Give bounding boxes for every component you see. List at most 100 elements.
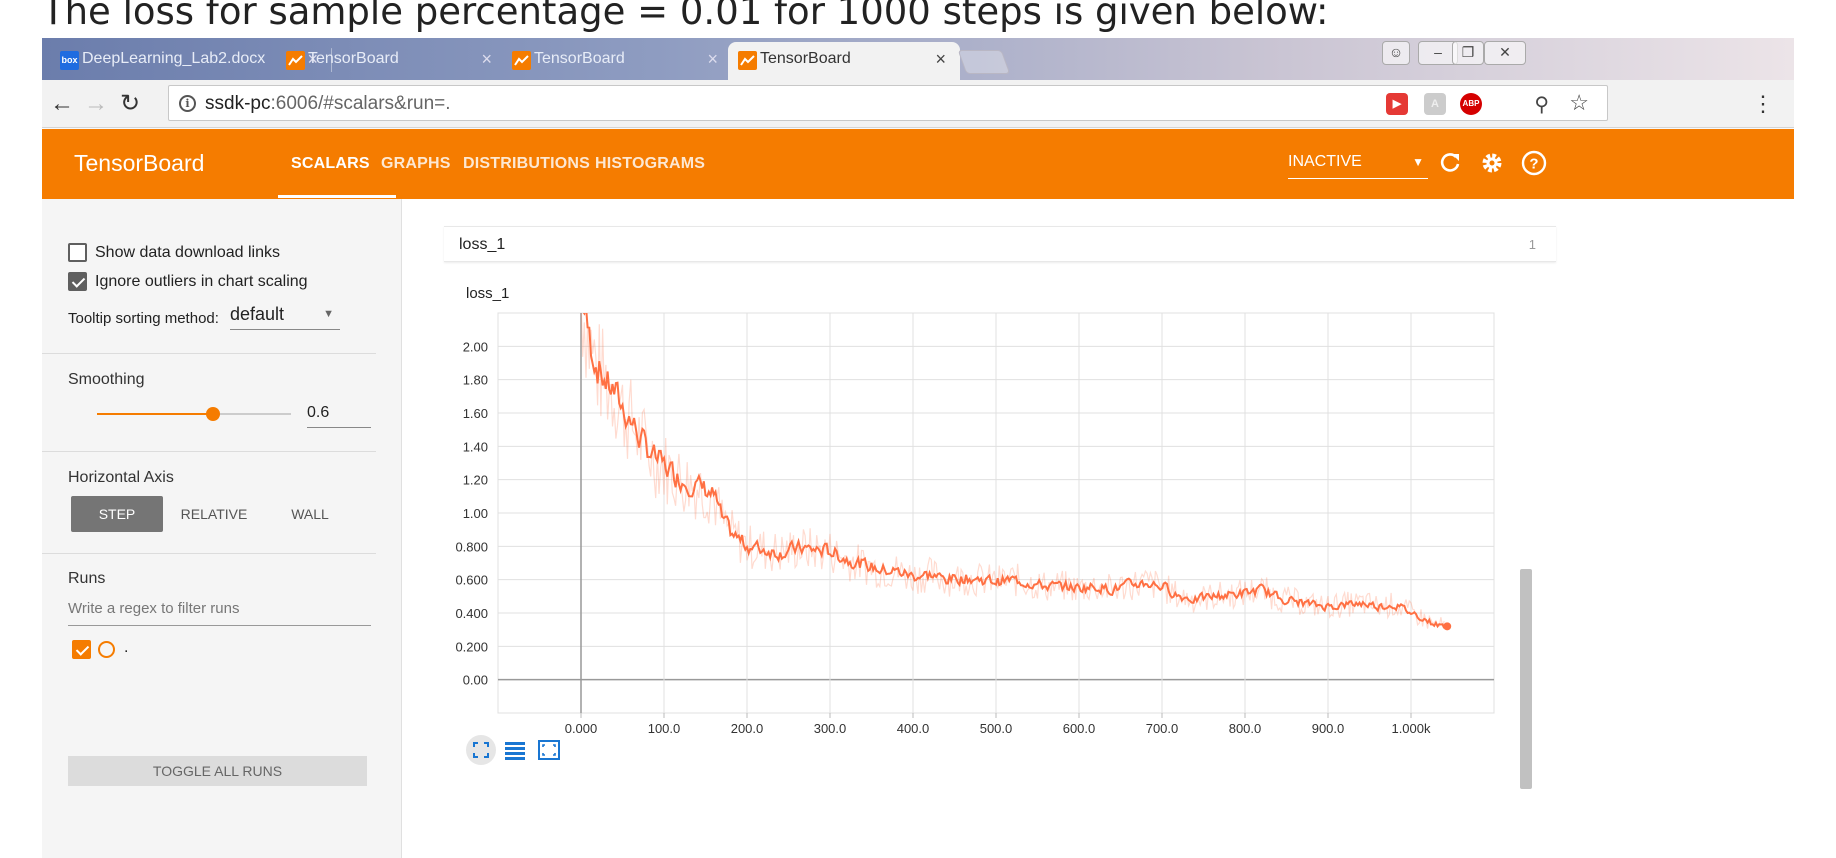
close-icon[interactable]: × [935, 49, 946, 69]
tab-title: DeepLearning_Lab2.docx [82, 50, 266, 67]
info-icon[interactable]: i [179, 95, 196, 112]
tab-title: TensorBoard [308, 50, 399, 67]
url-text[interactable]: ssdk-pc:6006/#scalars&run=. [205, 93, 451, 114]
close-window-button[interactable]: ✕ [1484, 41, 1526, 65]
y-tick-label: 1.40 [463, 439, 488, 454]
back-icon[interactable]: ← [50, 90, 74, 117]
y-tick-label: 2.00 [463, 339, 488, 354]
address-bar-row: ← → ↻ i ssdk-pc:6006/#scalars&run=. ⚲ ☆ … [42, 80, 1794, 128]
tab-tensorboard-2[interactable]: TensorBoard × [502, 42, 732, 80]
tooltip-sorting-label: Tooltip sorting method: [68, 310, 219, 327]
new-tab-button[interactable] [957, 50, 1011, 74]
close-icon[interactable]: × [481, 49, 492, 69]
profile-icon[interactable]: ☺ [1382, 41, 1410, 65]
browser-window: box DeepLearning_Lab2.docx × TensorBoard… [42, 38, 1794, 858]
raw-series-line [580, 313, 1445, 629]
x-tick-label: 100.0 [648, 721, 681, 736]
tab-graphs[interactable]: GRAPHS [381, 155, 451, 172]
x-tick-label: 400.0 [897, 721, 930, 736]
run-checkbox[interactable] [72, 640, 91, 659]
tensorboard-icon [512, 51, 531, 70]
tab-histograms[interactable]: HISTOGRAMS [595, 155, 706, 172]
close-icon[interactable]: × [307, 49, 318, 69]
tooltip-sorting-dropdown[interactable]: default ▼ [230, 304, 340, 330]
fit-domain-icon[interactable] [466, 735, 496, 765]
show-download-links-checkbox[interactable] [68, 243, 87, 262]
refresh-icon[interactable] [1436, 149, 1464, 177]
smoothing-slider-knob[interactable] [206, 407, 221, 421]
run-name: . [124, 639, 129, 656]
x-tick-label: 700.0 [1146, 721, 1179, 736]
plugin-selector-value: INACTIVE [1288, 153, 1362, 170]
smoothing-section: Smoothing 0.6 [42, 354, 376, 452]
tab-scalars[interactable]: SCALARS [291, 155, 370, 172]
document-caption: The loss for sample percentage = 0.01 fo… [42, 0, 1329, 33]
tag-group-header[interactable]: loss_1 1 [444, 226, 1556, 262]
scalars-main-pane: loss_1 1 loss_1 0.00 0.200 0.400 0.600 0.800… [402, 199, 1794, 858]
tag-group-count: 1 [1528, 237, 1536, 252]
close-icon[interactable]: × [707, 49, 718, 69]
x-tick-label: 900.0 [1312, 721, 1345, 736]
smoothing-label: Smoothing [68, 371, 145, 388]
help-icon[interactable]: ? [1520, 149, 1548, 177]
x-tick-label: 600.0 [1063, 721, 1096, 736]
minimize-button[interactable]: – [1418, 41, 1458, 65]
page-scrollbar[interactable] [1520, 569, 1532, 789]
smoothing-slider-fill [97, 413, 214, 415]
bookmark-star-icon[interactable]: ☆ [1569, 90, 1589, 115]
loss-chart[interactable]: 0.00 0.200 0.400 0.600 0.800 1.00 1.20 1.40 1.60… [402, 199, 1552, 739]
x-tick-label: 500.0 [980, 721, 1013, 736]
settings-gear-icon[interactable] [1478, 149, 1506, 177]
tab-title: TensorBoard [760, 50, 851, 67]
active-tab-indicator [278, 195, 396, 198]
smoothed-series-line [582, 313, 1446, 629]
y-tick-label: 0.400 [455, 606, 488, 621]
ignore-outliers-checkbox[interactable] [68, 272, 87, 291]
sidebar: Show data download links Ignore outliers… [42, 199, 402, 858]
tensorboard-header: TensorBoard SCALARS GRAPHS DISTRIBUTIONS… [42, 129, 1794, 199]
forward-icon[interactable]: → [84, 90, 108, 117]
smoothing-slider[interactable] [97, 407, 291, 421]
pdf-extension-icon[interactable]: ▶ [1386, 93, 1408, 115]
x-tick-label: 0.000 [565, 721, 598, 736]
tooltip-sorting-value: default [230, 304, 285, 324]
horizontal-axis-label: Horizontal Axis [68, 469, 174, 486]
expand-chart-icon[interactable] [534, 735, 564, 765]
ignore-outliers-label: Ignore outliers in chart scaling [95, 273, 308, 290]
svg-text:?: ? [1529, 156, 1538, 173]
restore-button[interactable]: ❐ [1452, 41, 1484, 65]
data-table-icon[interactable] [500, 735, 530, 765]
url-input[interactable]: i ssdk-pc:6006/#scalars&run=. ⚲ ☆ [168, 85, 1608, 121]
tensorboard-icon [738, 51, 757, 70]
reload-icon[interactable]: ↻ [119, 90, 141, 117]
smoothing-value-input[interactable]: 0.6 [307, 404, 371, 428]
adblock-icon[interactable]: ABP [1460, 93, 1482, 115]
series-endpoint [1443, 622, 1452, 631]
tab-strip: box DeepLearning_Lab2.docx × TensorBoard… [42, 38, 1794, 80]
zoom-icon[interactable]: ⚲ [1534, 94, 1549, 116]
tab-tensorboard-1[interactable]: TensorBoard × [276, 42, 506, 80]
tensorboard-icon [286, 51, 305, 70]
axis-step-button[interactable]: STEP [71, 496, 163, 532]
tab-docx[interactable]: box DeepLearning_Lab2.docx × [50, 42, 332, 80]
y-tick-label: 1.20 [463, 473, 488, 488]
axis-relative-button[interactable]: RELATIVE [180, 506, 248, 522]
x-tick-label: 1.000k [1391, 721, 1431, 736]
box-icon: box [60, 51, 79, 70]
tab-distributions[interactable]: DISTRIBUTIONS [463, 155, 591, 172]
x-tick-label: 800.0 [1229, 721, 1262, 736]
x-tick-label: 300.0 [814, 721, 847, 736]
y-tick-label: 0.800 [455, 539, 488, 554]
tag-group-name: loss_1 [459, 236, 506, 253]
run-color-circle-icon [98, 641, 115, 658]
sidebar-options-section: Show data download links Ignore outliers… [42, 199, 376, 354]
acrobat-extension-icon[interactable]: A [1424, 93, 1446, 115]
tab-tensorboard-active[interactable]: TensorBoard × [728, 42, 960, 80]
toggle-all-runs-button[interactable]: TOGGLE ALL RUNS [68, 756, 367, 786]
browser-menu-icon[interactable]: ⋮ [1752, 91, 1774, 116]
app-title: TensorBoard [74, 150, 205, 176]
plugin-selector[interactable]: INACTIVE ▼ [1288, 153, 1428, 179]
runs-filter-input[interactable]: Write a regex to filter runs [68, 596, 371, 626]
tab-title: TensorBoard [534, 50, 625, 67]
axis-wall-button[interactable]: WALL [291, 506, 329, 522]
